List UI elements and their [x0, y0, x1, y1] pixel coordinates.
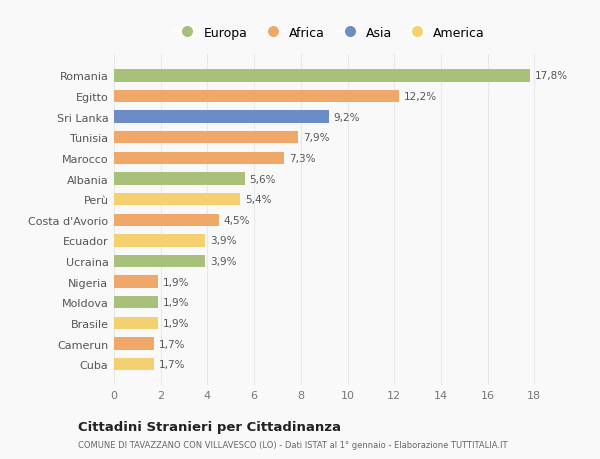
Bar: [114, 214, 219, 226]
Text: 5,4%: 5,4%: [245, 195, 271, 205]
Bar: [114, 276, 158, 288]
Text: 1,7%: 1,7%: [158, 359, 185, 369]
Text: 5,6%: 5,6%: [250, 174, 276, 184]
Text: 3,9%: 3,9%: [210, 257, 236, 267]
Bar: [114, 111, 329, 123]
Bar: [114, 235, 205, 247]
Bar: [114, 338, 154, 350]
Text: 12,2%: 12,2%: [404, 92, 437, 102]
Bar: [114, 297, 158, 309]
Bar: [114, 70, 530, 83]
Text: 4,5%: 4,5%: [224, 215, 250, 225]
Text: Cittadini Stranieri per Cittadinanza: Cittadini Stranieri per Cittadinanza: [78, 420, 341, 433]
Bar: [114, 317, 158, 330]
Text: 1,9%: 1,9%: [163, 297, 190, 308]
Text: 1,9%: 1,9%: [163, 318, 190, 328]
Text: 3,9%: 3,9%: [210, 236, 236, 246]
Bar: [114, 152, 284, 165]
Legend: Europa, Africa, Asia, America: Europa, Africa, Asia, America: [170, 22, 490, 45]
Bar: [114, 255, 205, 268]
Text: 7,9%: 7,9%: [303, 133, 329, 143]
Bar: [114, 194, 240, 206]
Text: COMUNE DI TAVAZZANO CON VILLAVESCO (LO) - Dati ISTAT al 1° gennaio - Elaborazion: COMUNE DI TAVAZZANO CON VILLAVESCO (LO) …: [78, 440, 508, 449]
Text: 1,9%: 1,9%: [163, 277, 190, 287]
Bar: [114, 132, 298, 144]
Text: 9,2%: 9,2%: [334, 112, 360, 123]
Bar: [114, 91, 399, 103]
Text: 17,8%: 17,8%: [535, 71, 568, 81]
Text: 1,7%: 1,7%: [158, 339, 185, 349]
Bar: [114, 358, 154, 370]
Text: 7,3%: 7,3%: [289, 154, 316, 163]
Bar: [114, 173, 245, 185]
